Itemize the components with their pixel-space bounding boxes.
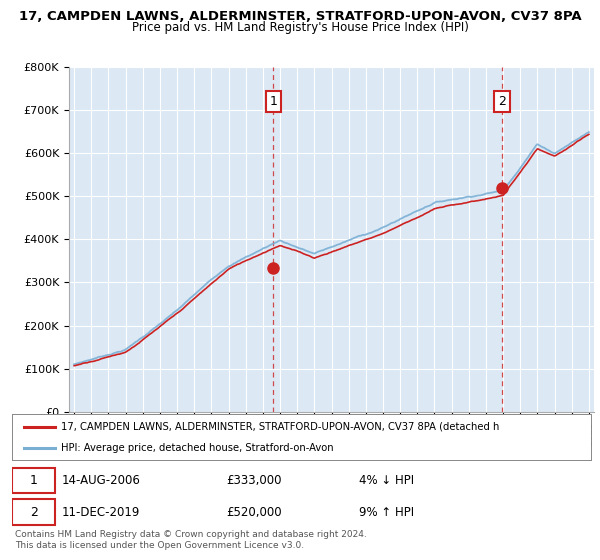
Text: £520,000: £520,000 bbox=[226, 506, 282, 519]
Text: 1: 1 bbox=[269, 95, 277, 108]
FancyBboxPatch shape bbox=[12, 500, 55, 525]
Text: £333,000: £333,000 bbox=[226, 474, 282, 487]
Text: 17, CAMPDEN LAWNS, ALDERMINSTER, STRATFORD-UPON-AVON, CV37 8PA (detached h: 17, CAMPDEN LAWNS, ALDERMINSTER, STRATFO… bbox=[61, 422, 500, 432]
Text: 2: 2 bbox=[30, 506, 38, 519]
Text: 4% ↓ HPI: 4% ↓ HPI bbox=[359, 474, 415, 487]
FancyBboxPatch shape bbox=[12, 468, 55, 493]
Text: Price paid vs. HM Land Registry's House Price Index (HPI): Price paid vs. HM Land Registry's House … bbox=[131, 21, 469, 34]
Text: 17, CAMPDEN LAWNS, ALDERMINSTER, STRATFORD-UPON-AVON, CV37 8PA: 17, CAMPDEN LAWNS, ALDERMINSTER, STRATFO… bbox=[19, 10, 581, 22]
Text: 2: 2 bbox=[498, 95, 506, 108]
Text: 11-DEC-2019: 11-DEC-2019 bbox=[61, 506, 140, 519]
Text: 9% ↑ HPI: 9% ↑ HPI bbox=[359, 506, 415, 519]
Text: Contains HM Land Registry data © Crown copyright and database right 2024.
This d: Contains HM Land Registry data © Crown c… bbox=[15, 530, 367, 550]
Text: 14-AUG-2006: 14-AUG-2006 bbox=[61, 474, 140, 487]
Text: 1: 1 bbox=[30, 474, 38, 487]
Text: HPI: Average price, detached house, Stratford-on-Avon: HPI: Average price, detached house, Stra… bbox=[61, 443, 334, 453]
